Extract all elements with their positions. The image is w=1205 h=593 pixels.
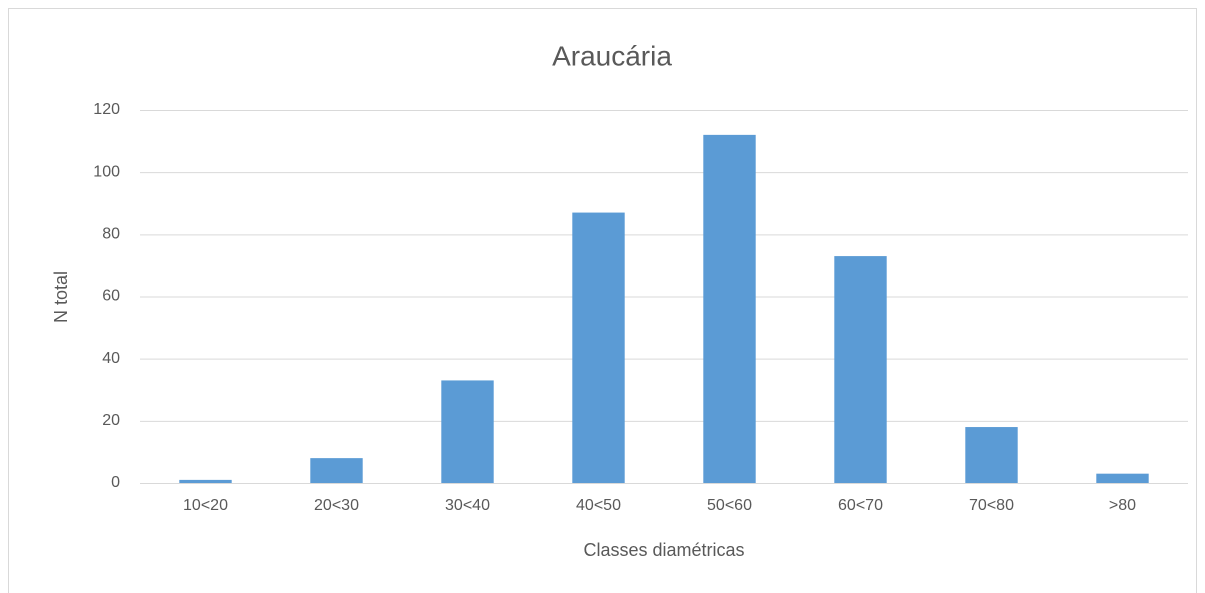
bar bbox=[572, 212, 625, 483]
x-tick-label: 60<70 bbox=[838, 497, 883, 514]
bar bbox=[310, 458, 363, 483]
x-tick-label: 50<60 bbox=[707, 497, 752, 514]
bar bbox=[834, 256, 887, 483]
y-tick-label: 0 bbox=[111, 474, 120, 491]
x-tick-label: 30<40 bbox=[445, 497, 490, 514]
chart-title: Araucária bbox=[552, 40, 672, 71]
y-tick-label: 100 bbox=[93, 163, 120, 180]
bar bbox=[1096, 473, 1149, 483]
x-tick-label: >80 bbox=[1109, 497, 1136, 514]
bar bbox=[441, 380, 494, 483]
x-tick-label: 20<30 bbox=[314, 497, 359, 514]
x-tick-label: 10<20 bbox=[183, 497, 228, 514]
y-tick-label: 80 bbox=[102, 226, 120, 243]
y-tick-label: 120 bbox=[93, 101, 120, 118]
x-tick-label: 40<50 bbox=[576, 497, 621, 514]
bar bbox=[703, 134, 756, 483]
x-tick-label: 70<80 bbox=[969, 497, 1014, 514]
bar bbox=[965, 427, 1018, 483]
y-tick-label: 20 bbox=[102, 412, 120, 429]
y-tick-label: 40 bbox=[102, 350, 120, 367]
bar bbox=[179, 479, 232, 483]
y-axis-label: N total bbox=[51, 271, 71, 323]
y-tick-label: 60 bbox=[102, 288, 120, 305]
chart-border bbox=[8, 8, 1197, 593]
x-axis-label: Classes diamétricas bbox=[583, 540, 744, 560]
